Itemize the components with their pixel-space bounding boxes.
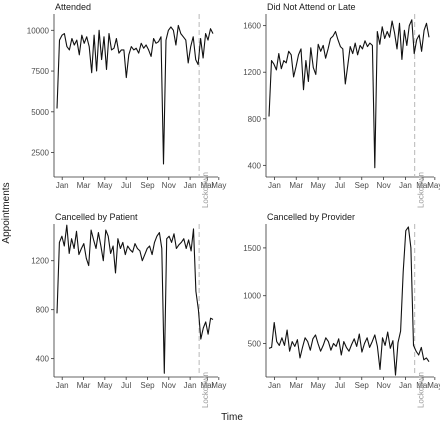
x-tick-label: Sep <box>355 381 370 390</box>
y-tick-label: 1500 <box>243 244 261 253</box>
lockdown-label: Lockdown <box>417 372 426 408</box>
y-tick-label: 1200 <box>31 257 49 266</box>
x-tick-label: May <box>311 381 326 390</box>
x-tick-label: Mar <box>77 181 91 190</box>
lockdown-label: Lockdown <box>201 372 210 408</box>
series-line <box>268 226 430 376</box>
series-line <box>56 224 214 374</box>
lockdown-label: Lockdown <box>417 172 426 208</box>
x-tick-label: Jul <box>121 181 131 190</box>
x-axis-title: Time <box>221 412 243 423</box>
x-tick-label: Sep <box>140 381 155 390</box>
x-tick-label: Nov <box>162 381 176 390</box>
x-tick-label: Nov <box>162 181 176 190</box>
x-tick-label: Mar <box>416 381 430 390</box>
x-tick-label: Sep <box>140 181 155 190</box>
y-tick-label: 800 <box>248 115 262 124</box>
x-tick-label: Jul <box>335 181 345 190</box>
x-tick-label: May <box>97 381 112 390</box>
x-tick-label: Jul <box>121 381 131 390</box>
panel-2: Did Not Attend or Late 400 800 1200 1600 Jan M… <box>243 2 440 208</box>
y-tick-label: 500 <box>248 340 262 349</box>
x-tick-label: Nov <box>376 381 390 390</box>
x-tick-label: Jan <box>399 181 412 190</box>
y-tick-label: 400 <box>36 355 50 364</box>
x-tick-label: Jan <box>268 381 281 390</box>
y-tick-label: 800 <box>36 306 50 315</box>
x-tick-label: May <box>427 181 440 190</box>
x-tick-label: Sep <box>355 181 370 190</box>
x-tick-label: May <box>311 181 326 190</box>
x-tick-label: Mar <box>200 181 214 190</box>
panel-title: Did Not Attend or Late <box>267 2 356 12</box>
x-tick-label: Mar <box>77 381 91 390</box>
y-tick-label: 5000 <box>31 108 49 117</box>
x-tick-label: May <box>427 381 440 390</box>
panel-title: Cancelled by Patient <box>55 212 138 222</box>
y-tick-label: 400 <box>248 161 262 170</box>
x-tick-label: Jan <box>184 181 197 190</box>
x-tick-label: May <box>97 181 112 190</box>
panel-title: Cancelled by Provider <box>267 212 355 222</box>
x-tick-label: Jan <box>56 181 69 190</box>
x-tick-label: Jan <box>56 381 69 390</box>
lockdown-label: Lockdown <box>201 172 210 208</box>
x-tick-label: Jan <box>184 381 197 390</box>
series-line <box>56 24 214 165</box>
x-tick-label: May <box>211 381 226 390</box>
x-tick-label: Mar <box>289 381 303 390</box>
y-tick-label: 10000 <box>27 26 50 35</box>
y-tick-label: 1600 <box>243 22 261 31</box>
x-tick-label: Jul <box>335 381 345 390</box>
panel-title: Attended <box>55 2 91 12</box>
x-tick-label: Mar <box>289 181 303 190</box>
x-tick-label: Jan <box>268 181 281 190</box>
y-tick-label: 1000 <box>243 292 261 301</box>
y-tick-label: 7500 <box>31 67 49 76</box>
x-tick-label: Mar <box>416 181 430 190</box>
x-tick-label: May <box>211 181 226 190</box>
series-line <box>268 19 430 169</box>
y-tick-label: 2500 <box>31 149 49 158</box>
x-tick-label: Mar <box>200 381 214 390</box>
x-tick-label: Jan <box>399 381 412 390</box>
y-tick-label: 1200 <box>243 68 261 77</box>
y-axis-title: Appointments <box>1 182 12 243</box>
x-tick-label: Nov <box>376 181 390 190</box>
